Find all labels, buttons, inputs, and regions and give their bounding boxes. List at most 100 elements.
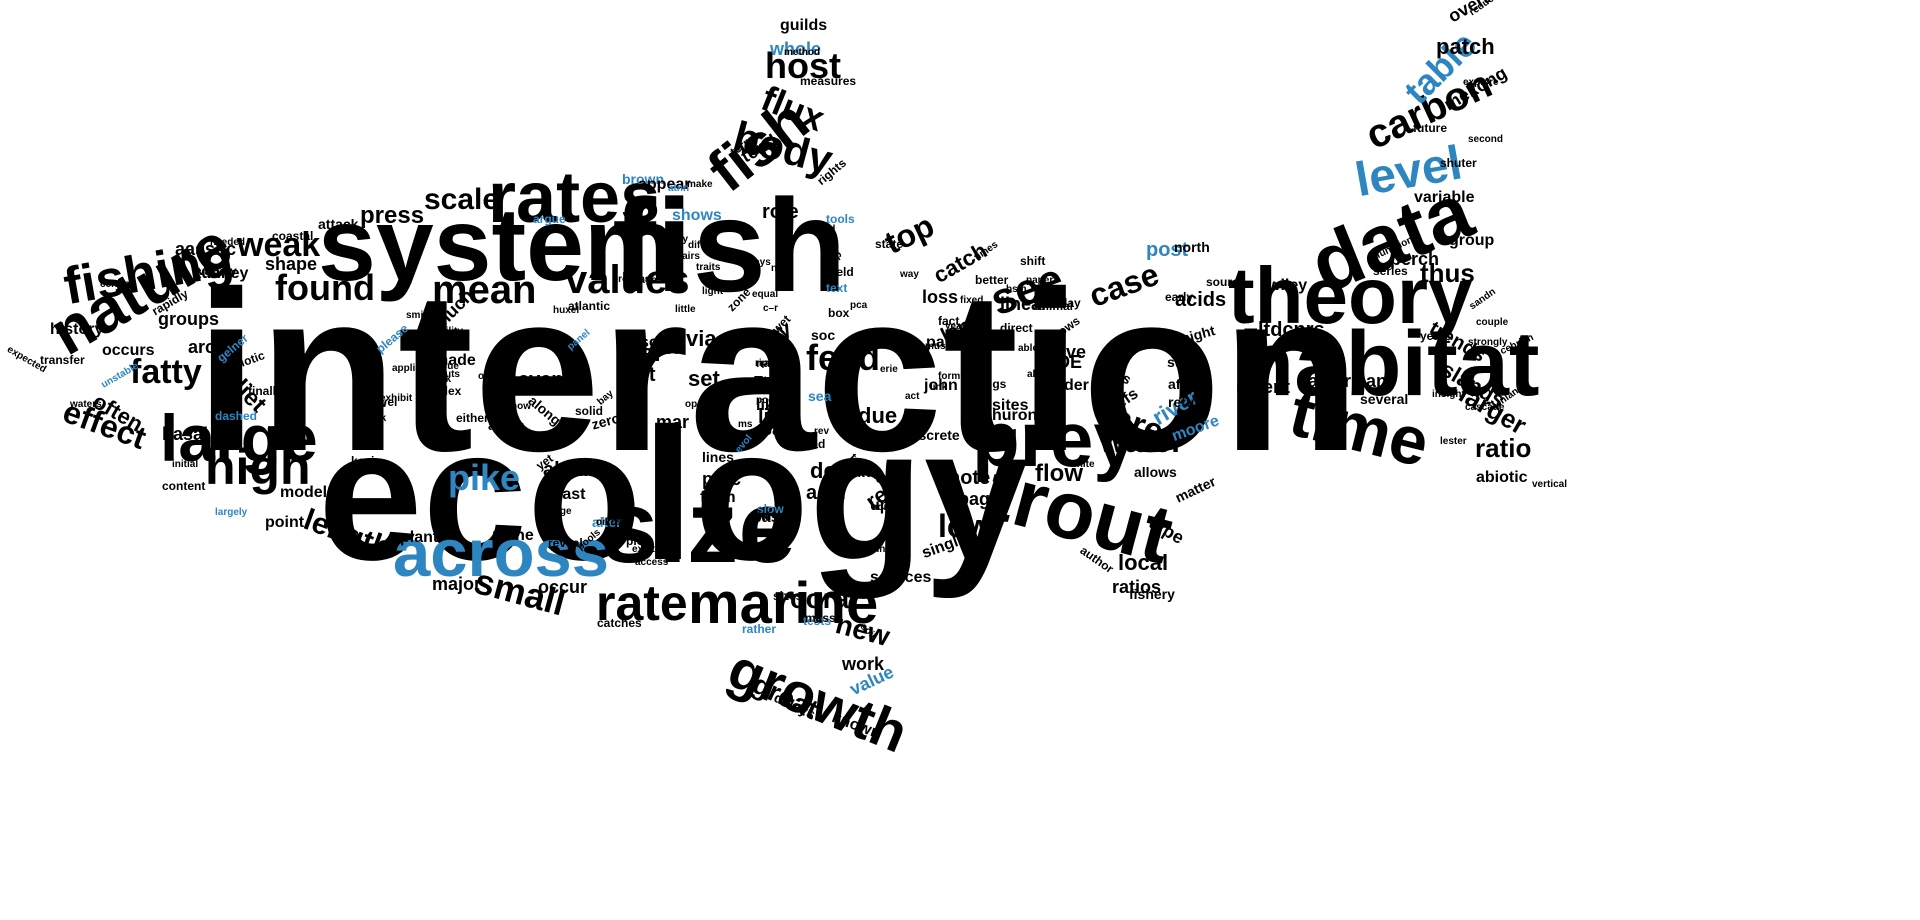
cloud-word: thus bbox=[1420, 258, 1475, 288]
cloud-word: pool bbox=[756, 395, 778, 406]
cloud-word: novel bbox=[366, 395, 398, 409]
cloud-word: initial bbox=[172, 459, 199, 470]
cloud-word: aassoc bbox=[175, 239, 237, 259]
cloud-word: variety bbox=[198, 264, 237, 278]
cloud-word: ability bbox=[434, 326, 463, 337]
cloud-word: acids bbox=[1175, 289, 1227, 311]
cloud-word: delay bbox=[1050, 296, 1081, 310]
cloud-word: ratio bbox=[1475, 433, 1532, 463]
cloud-word: aquat bbox=[872, 502, 899, 513]
cloud-word: must bbox=[925, 341, 949, 352]
cloud-word: ecology bbox=[318, 389, 1029, 599]
cloud-word: click bbox=[364, 413, 387, 424]
cloud-word: note bbox=[948, 467, 991, 489]
cloud-word: erie bbox=[880, 364, 898, 375]
cloud-word: sons bbox=[640, 334, 678, 351]
cloud-word: fact bbox=[938, 314, 960, 328]
cloud-word: lester bbox=[1440, 436, 1467, 447]
cloud-word: test bbox=[620, 364, 656, 386]
cloud-word: make bbox=[687, 179, 713, 190]
cloud-word: atlantic bbox=[568, 299, 611, 313]
cloud-word: shuter bbox=[1440, 156, 1477, 170]
cloud-word: process bbox=[612, 274, 651, 285]
cloud-word: brown bbox=[622, 171, 664, 187]
cloud-word: cage bbox=[634, 275, 657, 286]
cloud-word: insight bbox=[1432, 389, 1465, 400]
cloud-word: point bbox=[265, 514, 305, 531]
cloud-word: rip bbox=[755, 358, 768, 369]
cloud-word: eds bbox=[755, 376, 773, 387]
cloud-word: host bbox=[765, 45, 841, 86]
cloud-word: discrete bbox=[906, 427, 960, 443]
cloud-word: cycling bbox=[857, 544, 892, 555]
cloud-word: post bbox=[1146, 239, 1189, 261]
cloud-word: atnn bbox=[668, 183, 690, 194]
cloud-word: field bbox=[829, 265, 854, 279]
cloud-word: access bbox=[635, 557, 669, 568]
cloud-word: curve bbox=[360, 399, 387, 410]
cloud-word: real bbox=[618, 340, 661, 367]
cloud-word: form bbox=[700, 489, 736, 506]
cloud-word: second bbox=[1468, 134, 1504, 145]
cloud-word: either bbox=[456, 411, 489, 425]
cloud-word: traits bbox=[696, 262, 721, 273]
cloud-word: ltdcnrs bbox=[1258, 319, 1325, 341]
cloud-word: exist bbox=[632, 544, 655, 555]
cloud-word: john bbox=[924, 377, 958, 394]
cloud-word: shape bbox=[265, 254, 318, 274]
cloud-word: major bbox=[432, 574, 482, 594]
cloud-word: fishery bbox=[1129, 586, 1175, 602]
cloud-word: fish bbox=[612, 172, 847, 319]
cloud-word: shift bbox=[1020, 254, 1046, 268]
cloud-word: waters bbox=[70, 399, 102, 410]
cloud-word: link bbox=[930, 382, 948, 393]
cloud-word: upon bbox=[870, 497, 910, 514]
cloud-word: power bbox=[350, 496, 392, 512]
cloud-word: argue bbox=[533, 212, 566, 226]
cloud-word: index bbox=[430, 384, 462, 398]
cloud-word: values bbox=[565, 258, 690, 302]
cloud-word: forage bbox=[541, 506, 572, 517]
cloud-word: holt bbox=[843, 466, 865, 480]
cloud-word: attack bbox=[318, 216, 359, 232]
cloud-word: affect bbox=[1168, 376, 1206, 392]
cloud-word: box bbox=[828, 306, 850, 320]
cloud-word: act bbox=[905, 391, 920, 402]
cloud-word: occurs bbox=[102, 342, 155, 359]
cloud-word: coral bbox=[790, 583, 857, 614]
cloud-word: four bbox=[872, 331, 892, 342]
cloud-word: large bbox=[160, 401, 318, 475]
cloud-word: rev bbox=[814, 426, 830, 437]
cloud-word: theory bbox=[1228, 251, 1473, 340]
cloud-word: system bbox=[318, 187, 677, 303]
cloud-word: measures bbox=[800, 74, 857, 88]
cloud-word: plant bbox=[400, 529, 439, 546]
cloud-word: light bbox=[702, 286, 724, 297]
cloud-word: ocean bbox=[478, 371, 507, 382]
cloud-word: order bbox=[1048, 377, 1089, 394]
cloud-word: weak bbox=[237, 226, 321, 264]
cloud-word: strongly bbox=[1468, 337, 1508, 348]
cloud-word: white bbox=[1069, 459, 1095, 470]
cloud-word: applied bbox=[392, 363, 428, 374]
cloud-word: sites bbox=[992, 397, 1029, 414]
cloud-word: acad bbox=[798, 437, 826, 451]
cloud-word: arctic bbox=[188, 337, 237, 357]
cloud-word: made bbox=[434, 352, 476, 369]
cloud-word: able bbox=[1018, 343, 1039, 354]
cloud-word: feed bbox=[806, 337, 881, 378]
cloud-word: sizes bbox=[773, 589, 803, 603]
cloud-word: way bbox=[900, 269, 919, 280]
cloud-word: page bbox=[958, 489, 1001, 509]
cloud-word: local bbox=[1118, 550, 1169, 575]
cloud-word: method bbox=[784, 47, 821, 58]
cloud-word: habitat bbox=[1238, 313, 1540, 415]
cloud-word: model bbox=[280, 484, 328, 501]
cloud-word: linear bbox=[1000, 294, 1049, 314]
cloud-word: early bbox=[1165, 290, 1194, 304]
cloud-word: figs bbox=[985, 377, 1007, 391]
cloud-word: marine bbox=[688, 571, 879, 636]
cloud-word: alter bbox=[592, 514, 622, 530]
cloud-word: forms bbox=[938, 371, 966, 382]
